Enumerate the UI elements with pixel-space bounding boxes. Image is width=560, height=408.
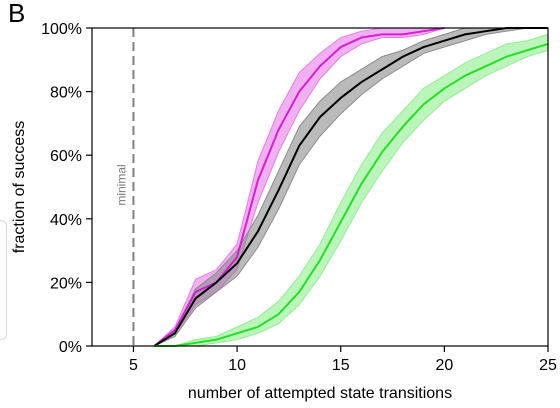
series-2-line xyxy=(154,42,549,347)
x-tick-label: 20 xyxy=(435,357,453,374)
x-tick-label: 15 xyxy=(332,357,350,374)
annotation-label: minimal xyxy=(114,164,128,205)
plot-border xyxy=(91,27,549,347)
series-0-line xyxy=(153,27,445,347)
y-tick-label: 40% xyxy=(50,212,82,229)
y-tick-label: 80% xyxy=(50,85,82,102)
plot-frame xyxy=(91,27,549,347)
annotation-layer: minimal xyxy=(114,28,135,346)
y-tick-label: 0% xyxy=(59,339,82,356)
x-tick-label: 10 xyxy=(228,357,246,374)
y-tick-label: 60% xyxy=(50,148,82,165)
confidence-bands xyxy=(153,27,549,347)
series-1-line xyxy=(153,27,548,347)
x-tick-label: 25 xyxy=(539,357,557,374)
y-tick-label: 100% xyxy=(41,21,82,38)
x-axis-ticks: 5 10 15 20 25 xyxy=(129,346,557,374)
y-axis-ticks: 0% 20% 40% 60% 80% 100% xyxy=(41,21,92,356)
x-tick-label: 5 xyxy=(129,357,138,374)
panel-label: B xyxy=(8,0,26,28)
y-axis-label: fraction of success xyxy=(11,121,28,254)
y-tick-label: 20% xyxy=(50,275,82,292)
series-1-band xyxy=(153,27,548,347)
x-axis-label: number of attempted state transitions xyxy=(188,385,452,402)
series-lines xyxy=(153,27,549,347)
